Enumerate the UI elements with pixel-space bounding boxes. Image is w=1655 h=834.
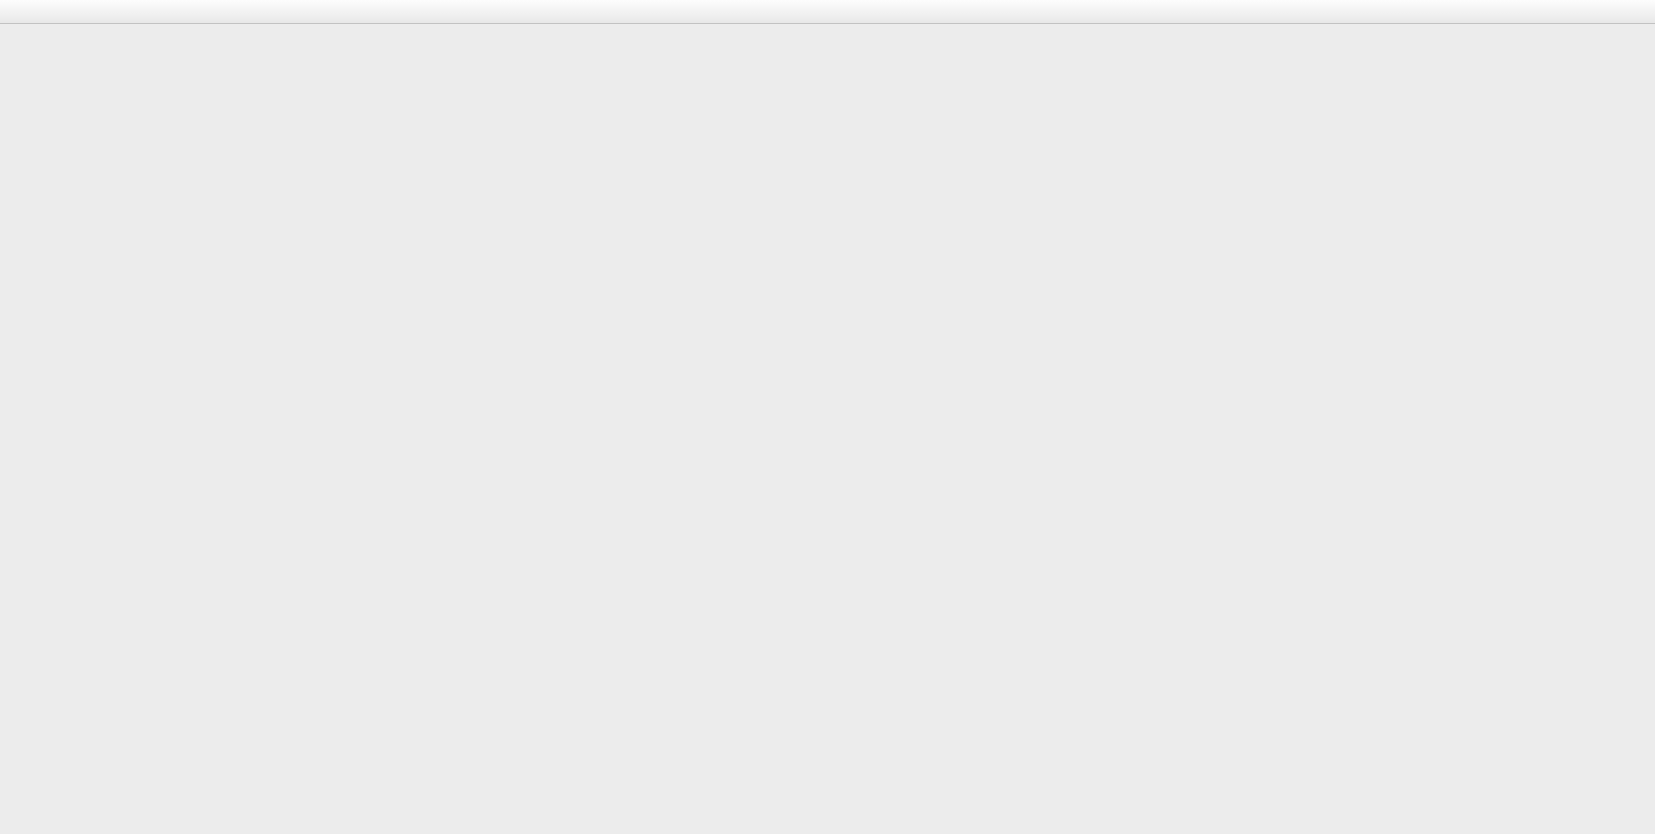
main-toolbar — [0, 0, 1655, 24]
chart-area — [0, 24, 1655, 834]
